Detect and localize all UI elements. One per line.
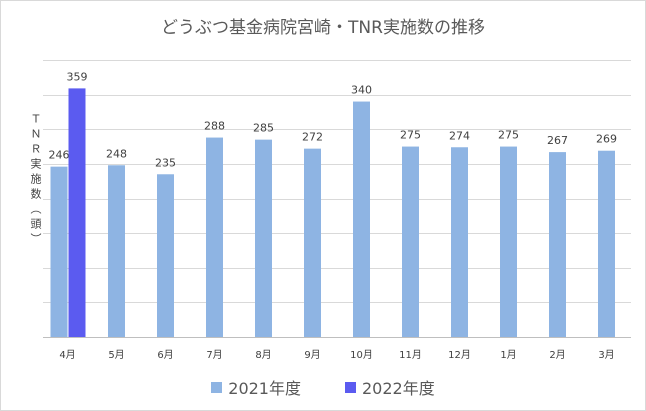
y-axis-label: ＴＮＲ実施数（頭）: [29, 113, 42, 248]
bar-2021: [500, 146, 517, 337]
bar-2021: [108, 165, 125, 337]
bar-2021: [549, 152, 566, 337]
data-label-2021: 267: [547, 134, 568, 147]
x-tick-label: 4月: [59, 349, 75, 361]
chart-title: どうぶつ基金病院宮崎・TNR実施数の推移: [161, 18, 485, 38]
x-tick-label: 6月: [157, 349, 173, 361]
data-label-2021: 269: [596, 133, 617, 146]
x-tick-label: 3月: [598, 349, 614, 361]
data-label-2021: 340: [351, 84, 372, 97]
bar-2021: [353, 101, 370, 337]
x-tick-label: 5月: [108, 349, 124, 361]
bar-2021: [50, 166, 68, 337]
bar-2021: [451, 147, 468, 337]
data-label-2021: 275: [400, 129, 421, 142]
bar-2021: [255, 139, 272, 337]
bar-2021: [402, 146, 419, 337]
x-tick-label: 10月: [350, 349, 373, 361]
data-label-2021: 285: [253, 122, 274, 135]
legend-entry-2022: 2022年度: [345, 375, 435, 399]
legend-label-2022: 2022年度: [362, 379, 435, 398]
data-label-2022: 359: [67, 70, 88, 83]
data-label-2021: 275: [498, 129, 519, 142]
legend-label-2021: 2021年度: [228, 379, 301, 398]
data-label-2021: 235: [155, 156, 176, 169]
data-label-2021: 274: [449, 129, 470, 142]
x-tick-label: 7月: [206, 349, 222, 361]
legend-swatch-2022: [345, 381, 356, 393]
legend: 2021年度 2022年度: [1, 375, 645, 399]
legend-entry-2021: 2021年度: [211, 375, 301, 399]
x-tick-label: 12月: [448, 349, 471, 361]
x-tick-label: 11月: [399, 349, 422, 361]
bar-2021: [304, 148, 321, 337]
data-label-2021: 272: [302, 131, 323, 144]
x-tick-label: 8月: [255, 349, 271, 361]
data-label-2021: 248: [106, 147, 127, 160]
data-label-2021: 246: [49, 149, 70, 162]
bar-2021: [598, 150, 615, 337]
bar-2021: [157, 174, 174, 337]
bar-2022: [68, 88, 86, 337]
x-tick-label: 1月: [500, 349, 516, 361]
x-tick-label: 2月: [549, 349, 565, 361]
legend-swatch-2021: [211, 381, 223, 393]
data-label-2021: 288: [204, 120, 225, 133]
x-tick-label: 9月: [304, 349, 320, 361]
bar-2021: [206, 137, 223, 337]
